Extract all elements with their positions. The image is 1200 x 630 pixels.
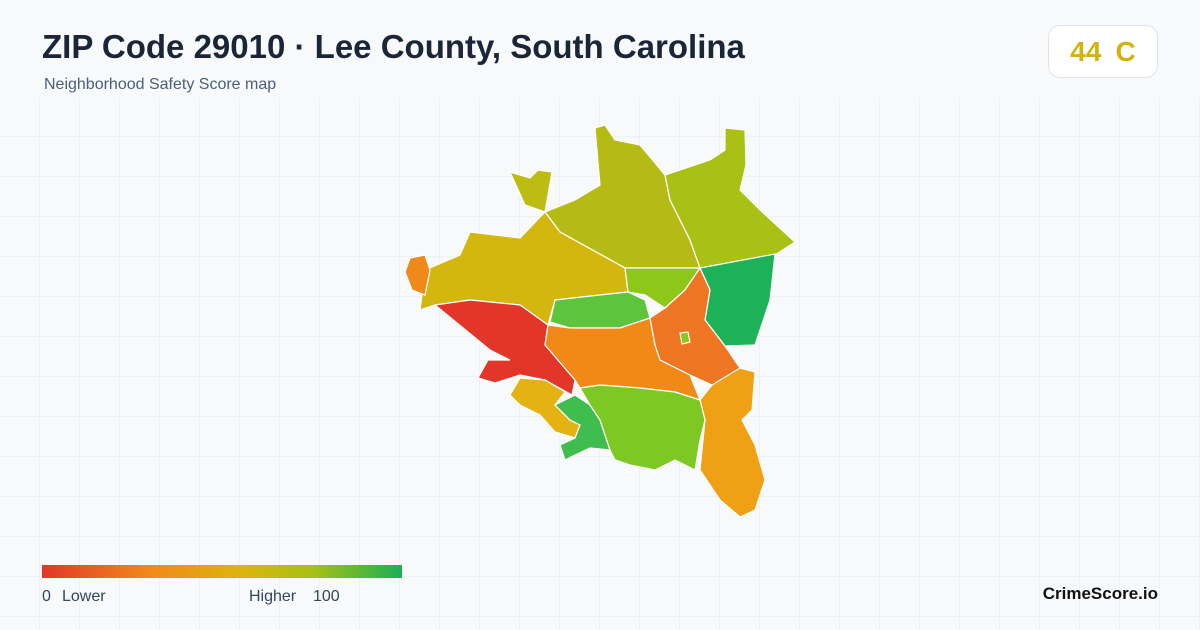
legend-gradient: [42, 565, 402, 578]
subtitle: Neighborhood Safety Score map: [44, 76, 277, 93]
region: [679, 331, 691, 345]
score-badge: 44 C: [1048, 25, 1158, 78]
region: [508, 169, 553, 213]
legend-min: 0: [42, 588, 51, 605]
region: [404, 254, 431, 296]
legend-min-label: Lower: [62, 588, 106, 605]
title: ZIP Code 29010 · Lee County, South Carol…: [42, 28, 745, 65]
region: [699, 367, 766, 518]
region: [664, 127, 796, 269]
legend-max-label: Higher: [249, 588, 297, 605]
legend-max: 100: [313, 588, 340, 605]
score-grade: C: [1115, 35, 1136, 67]
region: [579, 384, 706, 471]
score-value: 44: [1070, 35, 1102, 67]
brand: CrimeScore.io: [1042, 584, 1158, 603]
zip-regions: [404, 124, 796, 518]
